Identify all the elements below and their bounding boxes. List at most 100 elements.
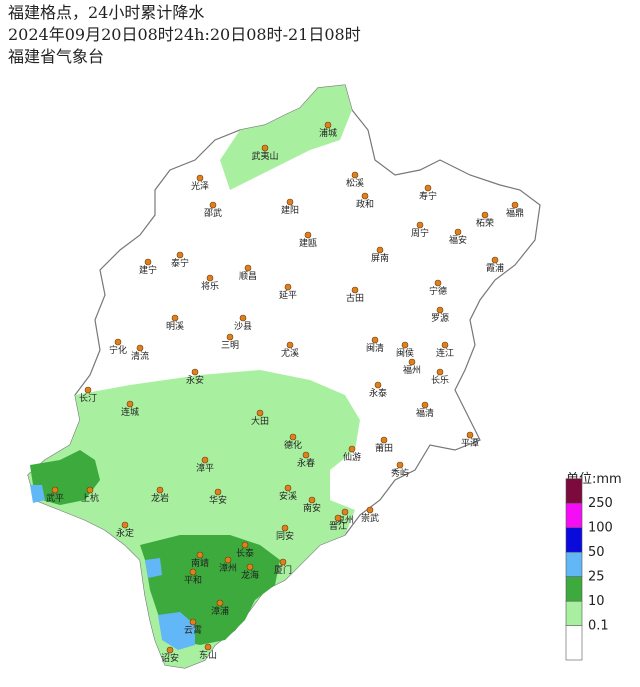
title: 福建格点，24小时累计降水	[8, 3, 204, 22]
city-dot	[491, 256, 499, 264]
city-dot	[171, 314, 179, 322]
city-label: 顺昌	[239, 271, 257, 282]
city-label: 宁德	[429, 285, 447, 297]
city-label: 宁化	[109, 344, 127, 356]
legend-label: 0.1	[588, 619, 609, 634]
city-dot	[284, 283, 292, 291]
city-label: 漳平	[196, 462, 214, 474]
city-dot	[304, 231, 312, 239]
city-dot	[209, 201, 217, 209]
city-dot	[408, 358, 416, 366]
city-label: 闽侯	[396, 347, 414, 359]
city-dot	[239, 314, 247, 322]
city-dot	[144, 258, 152, 266]
city-dot	[466, 431, 474, 439]
city-dot	[376, 246, 384, 254]
city-label: 福州	[403, 364, 421, 376]
city-dot	[424, 184, 432, 192]
city-label: 长汀	[79, 392, 97, 404]
city-dot	[454, 228, 462, 236]
city-dot	[196, 551, 204, 559]
city-label: 厦门	[274, 564, 292, 576]
legend-label: 250	[588, 496, 613, 511]
city-label: 连城	[121, 406, 139, 418]
city-dot	[84, 386, 92, 394]
city-dot	[286, 341, 294, 349]
city-label: 大田	[251, 415, 269, 427]
city-label: 政和	[356, 198, 374, 210]
city-dot	[214, 488, 222, 496]
legend-box	[565, 551, 583, 578]
city-dot	[380, 436, 388, 444]
source: 福建省气象台	[8, 47, 104, 66]
city-dot	[481, 211, 489, 219]
legend-box	[565, 600, 583, 627]
city-dot	[341, 508, 349, 516]
city-dot	[421, 401, 429, 409]
city-label: 尤溪	[281, 347, 299, 359]
legend-box	[565, 502, 583, 529]
city-label: 莆田	[375, 442, 393, 454]
city-label: 柘荣	[476, 217, 494, 229]
city-label: 寿宁	[419, 190, 437, 202]
city-dot	[361, 192, 369, 200]
city-dot	[302, 451, 310, 459]
city-label: 泰宁	[171, 257, 189, 269]
city-label: 武夷山	[251, 150, 278, 162]
city-label: 南靖	[191, 557, 209, 569]
legend-box	[565, 576, 583, 602]
city-label: 平和	[184, 575, 202, 586]
city-label: 诏安	[161, 652, 179, 664]
city-label: 三明	[221, 340, 239, 351]
city-label: 长泰	[236, 547, 254, 559]
city-dot	[374, 381, 382, 389]
city-label: 永定	[116, 527, 134, 539]
city-dot	[241, 541, 249, 549]
city-label: 明溪	[166, 320, 184, 332]
city-label: 云霄	[184, 625, 202, 636]
city-label: 浦城	[319, 127, 337, 139]
city-dot	[191, 368, 199, 376]
legend-box	[565, 625, 583, 661]
city-dot	[224, 556, 232, 564]
city-dot	[286, 198, 294, 206]
city-label: 同安	[276, 530, 294, 542]
legend-box	[565, 478, 583, 504]
city-dot	[416, 221, 424, 229]
city-label: 福清	[416, 407, 434, 419]
city-dot	[289, 433, 297, 441]
city-label: 罗源	[431, 313, 449, 324]
city-label: 漳州	[219, 562, 237, 574]
city-dot	[86, 486, 94, 494]
city-label: 古田	[346, 292, 364, 304]
city-label: 邵武	[204, 207, 222, 219]
city-dot	[441, 341, 449, 349]
legend-label: 100	[588, 521, 613, 536]
city-dot	[156, 486, 164, 494]
city-label: 东山	[199, 649, 217, 661]
city-dot	[284, 484, 292, 492]
city-dot	[334, 514, 342, 522]
city-label: 霞浦	[486, 262, 504, 274]
subtitle: 2024年09月20日08时24h:20日08时-21日08时	[8, 25, 361, 44]
city-dot	[436, 306, 444, 314]
legend: 0.1 10 25 50 100 250	[565, 478, 613, 661]
city-label: 漳浦	[211, 605, 229, 617]
city-label: 屏南	[371, 252, 389, 264]
city-dot	[351, 171, 359, 179]
city-dot	[436, 368, 444, 376]
city-dot	[166, 646, 174, 654]
city-dot	[121, 521, 129, 529]
city-label: 龙海	[241, 569, 259, 581]
city-dot	[206, 274, 214, 282]
city-dot	[196, 174, 204, 182]
city-dot	[246, 563, 254, 571]
city-dot	[279, 558, 287, 566]
city-dot	[348, 445, 356, 453]
city-label: 将乐	[201, 280, 219, 292]
city-dot	[308, 496, 316, 504]
city-label: 福鼎	[506, 207, 524, 219]
city-label: 清流	[131, 350, 149, 362]
city-dot	[189, 618, 197, 626]
